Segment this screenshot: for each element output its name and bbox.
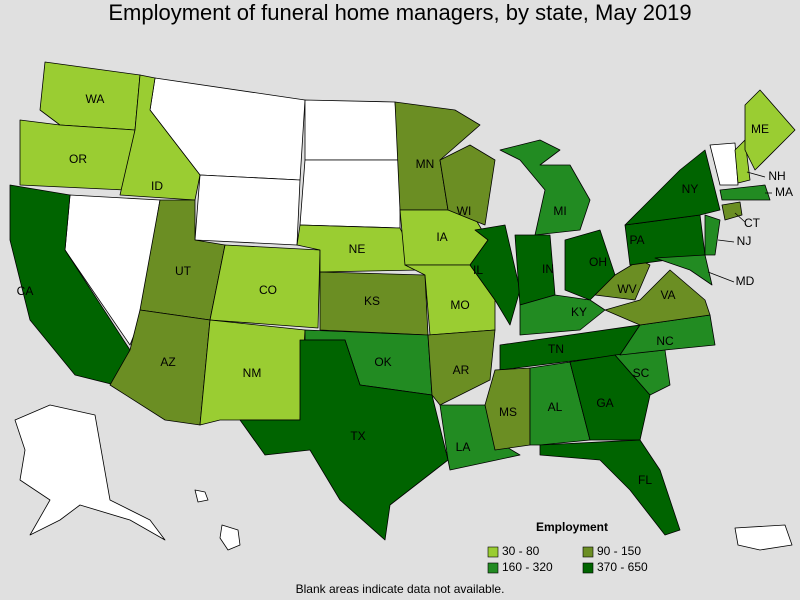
legend-label: 90 - 150 <box>597 544 641 558</box>
state-label: MD <box>736 274 755 288</box>
state-label: ME <box>751 122 769 136</box>
legend: Employment 30 - 80 90 - 150 160 - 320 370 -… <box>487 520 648 574</box>
state-label: NC <box>656 334 674 348</box>
legend-swatch <box>582 562 594 574</box>
state-label: CT <box>744 216 761 230</box>
state-label: WA <box>86 92 105 106</box>
state-blank <box>14 404 166 541</box>
state-label: KY <box>571 305 587 319</box>
state-label: AZ <box>160 355 175 369</box>
legend-label: 160 - 320 <box>502 560 553 574</box>
state <box>624 149 721 226</box>
state-label: GA <box>596 396 613 410</box>
state-label: PA <box>629 233 644 247</box>
state-label: LA <box>456 440 471 454</box>
state-label: KS <box>364 294 380 308</box>
state <box>721 201 743 221</box>
state <box>539 439 681 536</box>
state <box>719 184 771 201</box>
callout-line <box>707 271 735 283</box>
state-label: MA <box>775 185 793 199</box>
state-label: TX <box>350 429 365 443</box>
state-label: OH <box>589 255 607 269</box>
legend-label: 370 - 650 <box>597 560 648 574</box>
state-label: MO <box>450 298 469 312</box>
state-label: CO <box>259 283 277 297</box>
state <box>519 294 606 336</box>
state <box>119 74 201 201</box>
state-label: ID <box>151 179 163 193</box>
states: WA OR CA ID UT AZ CO NM NE KS OK TX MN IA MO AR LA WI IL MI… <box>9 61 796 541</box>
state-label: SC <box>633 366 650 380</box>
state <box>569 354 651 441</box>
state-label: IN <box>542 262 554 276</box>
state <box>604 269 711 326</box>
state <box>704 214 721 256</box>
map-title: Employment of funeral home managers, by … <box>108 0 691 25</box>
state-label: UT <box>175 264 192 278</box>
state-label: TN <box>548 342 564 356</box>
state-label: VA <box>660 288 675 302</box>
state-label: CA <box>17 284 34 298</box>
state <box>499 139 591 236</box>
state-label: WV <box>617 282 636 296</box>
state-blank <box>194 174 301 246</box>
state-label: MN <box>416 157 435 171</box>
state-label: IA <box>436 230 447 244</box>
legend-title: Employment <box>536 520 608 534</box>
state-blank <box>219 524 241 551</box>
state-blank <box>194 489 209 503</box>
state <box>239 339 449 541</box>
state <box>209 244 321 329</box>
state <box>744 89 796 171</box>
state <box>654 254 713 286</box>
state-label: NM <box>243 366 262 380</box>
state-blank <box>304 99 401 161</box>
state-label: WI <box>457 204 472 218</box>
state-label: OR <box>69 152 87 166</box>
state <box>619 314 716 356</box>
state-blank <box>299 159 401 229</box>
state-label: MI <box>553 204 566 218</box>
state <box>427 329 496 406</box>
state-label: NH <box>768 169 785 183</box>
state-label: MS <box>499 405 517 419</box>
state-label: NE <box>349 242 366 256</box>
legend-label: 30 - 80 <box>502 544 540 558</box>
state-label: NY <box>682 182 699 196</box>
state <box>469 224 521 326</box>
legend-swatch <box>487 562 499 574</box>
state-label: AR <box>453 363 470 377</box>
callout-line <box>717 239 735 243</box>
state-label: FL <box>638 473 652 487</box>
state-blank <box>709 142 739 186</box>
footnote: Blank areas indicate data not available. <box>296 582 505 596</box>
state <box>484 367 531 451</box>
state <box>439 144 496 226</box>
callout-line <box>734 212 746 223</box>
callout-line <box>746 171 766 178</box>
legend-swatch <box>487 546 499 558</box>
state-label: AL <box>548 400 563 414</box>
state-label: OK <box>374 355 391 369</box>
state-blank <box>734 524 793 551</box>
legend-swatch <box>582 546 594 558</box>
state-label: NJ <box>737 234 752 248</box>
state-label: IL <box>473 263 483 277</box>
